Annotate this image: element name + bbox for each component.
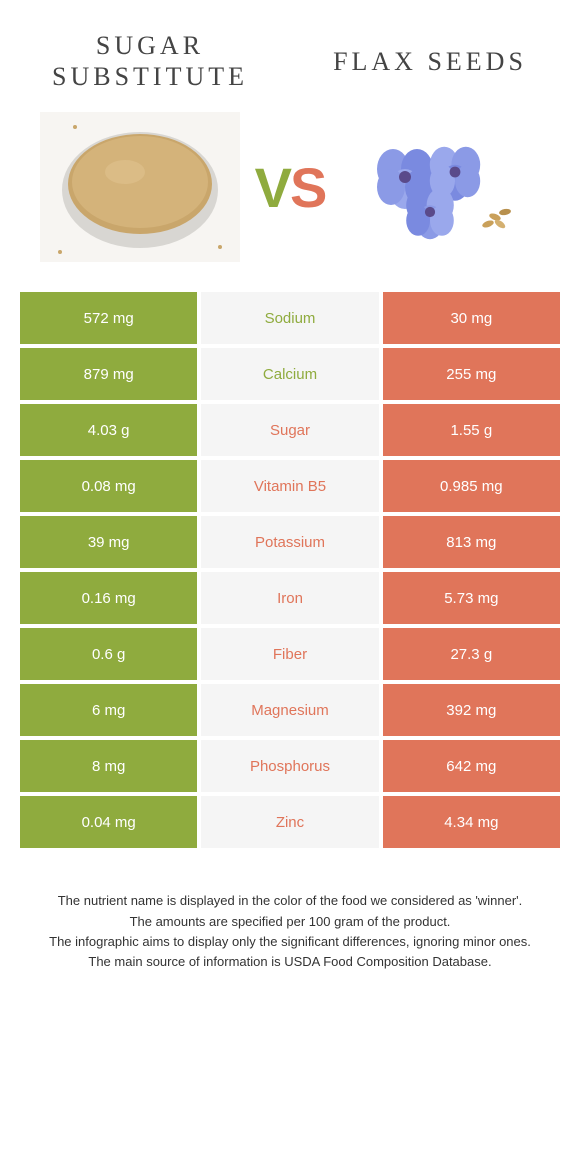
nutrient-label: Zinc [201,796,378,848]
right-value: 1.55 g [383,404,560,456]
right-value: 642 mg [383,740,560,792]
footer-line: The amounts are specified per 100 gram o… [30,913,550,931]
left-value: 4.03 g [20,404,197,456]
right-value: 30 mg [383,292,560,344]
table-row: 6 mgMagnesium392 mg [20,684,560,736]
images-row: VS [0,112,580,292]
nutrient-label: Vitamin B5 [201,460,378,512]
vs-v: V [255,156,290,219]
left-value: 6 mg [20,684,197,736]
right-value: 255 mg [383,348,560,400]
footer-line: The main source of information is USDA F… [30,953,550,971]
left-value: 879 mg [20,348,197,400]
left-value: 572 mg [20,292,197,344]
left-food-title: Sugar substitute [40,30,260,92]
table-row: 0.08 mgVitamin B50.985 mg [20,460,560,512]
right-value: 0.985 mg [383,460,560,512]
left-value: 0.16 mg [20,572,197,624]
nutrient-table: 572 mgSodium30 mg879 mgCalcium255 mg4.03… [0,292,580,848]
right-food-image [340,112,540,262]
nutrient-label: Potassium [201,516,378,568]
left-food-image [40,112,240,262]
right-value: 5.73 mg [383,572,560,624]
footer-notes: The nutrient name is displayed in the co… [0,852,580,971]
footer-line: The nutrient name is displayed in the co… [30,892,550,910]
nutrient-label: Iron [201,572,378,624]
header: Sugar substitute Flax seeds [0,0,580,112]
table-row: 4.03 gSugar1.55 g [20,404,560,456]
footer-line: The infographic aims to display only the… [30,933,550,951]
left-value: 0.08 mg [20,460,197,512]
left-value: 8 mg [20,740,197,792]
left-value: 39 mg [20,516,197,568]
table-row: 0.04 mgZinc4.34 mg [20,796,560,848]
table-row: 879 mgCalcium255 mg [20,348,560,400]
table-row: 0.16 mgIron5.73 mg [20,572,560,624]
nutrient-label: Sodium [201,292,378,344]
vs-label: VS [255,155,326,220]
left-value: 0.6 g [20,628,197,680]
right-food-title: Flax seeds [320,46,540,77]
right-value: 813 mg [383,516,560,568]
table-row: 572 mgSodium30 mg [20,292,560,344]
nutrient-label: Phosphorus [201,740,378,792]
right-value: 392 mg [383,684,560,736]
nutrient-label: Fiber [201,628,378,680]
nutrient-label: Sugar [201,404,378,456]
vs-s: S [290,156,325,219]
table-row: 39 mgPotassium813 mg [20,516,560,568]
right-value: 27.3 g [383,628,560,680]
nutrient-label: Calcium [201,348,378,400]
nutrient-label: Magnesium [201,684,378,736]
table-row: 8 mgPhosphorus642 mg [20,740,560,792]
left-value: 0.04 mg [20,796,197,848]
right-value: 4.34 mg [383,796,560,848]
table-row: 0.6 gFiber27.3 g [20,628,560,680]
